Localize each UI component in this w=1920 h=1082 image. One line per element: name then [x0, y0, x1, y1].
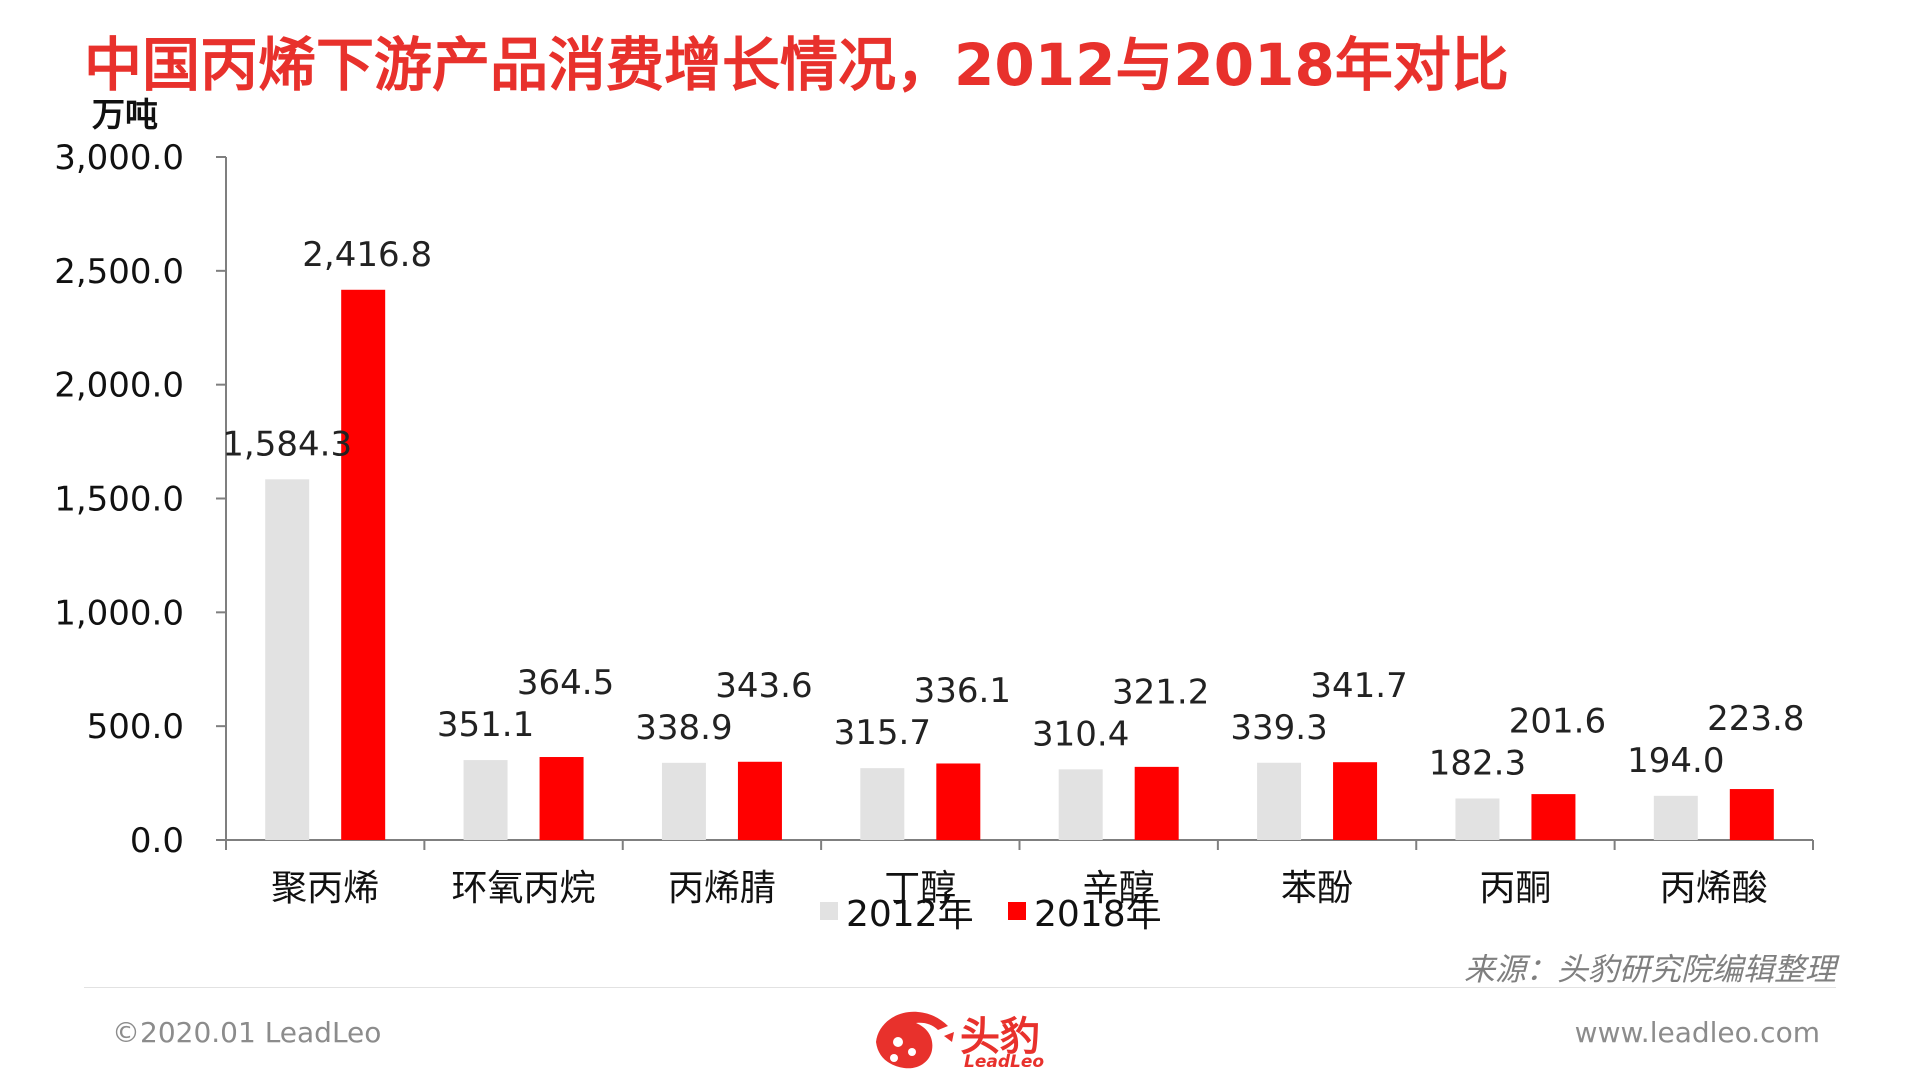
data-label-2018: 2,416.8	[302, 235, 432, 275]
y-tick-label: 2,500.0	[54, 252, 184, 292]
data-label-2018: 223.8	[1707, 699, 1804, 739]
logo-subtitle: LeadLeo	[964, 1052, 1045, 1072]
copyright-text: ©2020.01 LeadLeo	[112, 1016, 382, 1049]
x-category-label: 丙烯酸	[1660, 868, 1768, 909]
data-label-2012: 339.3	[1230, 708, 1327, 748]
data-label-2012: 310.4	[1032, 714, 1129, 754]
bar-chart: 0.0 500.0 1,000.0 1,500.0 2,000.0 2,500.0 3,00…	[54, 138, 1814, 935]
bar-2018	[936, 763, 981, 840]
y-tick-label: 1,500.0	[54, 480, 184, 520]
x-category-label: 聚丙烯	[271, 868, 379, 909]
bar-2012	[1257, 762, 1302, 840]
data-label-2012: 1,584.3	[222, 424, 352, 464]
data-label-2018: 364.5	[517, 663, 614, 703]
legend-swatch-2018	[1008, 902, 1026, 920]
legend-label-2012: 2012年	[846, 894, 974, 935]
data-label-2012: 182.3	[1429, 743, 1526, 783]
footer-divider	[84, 987, 1836, 988]
data-label-2012: 351.1	[437, 705, 534, 745]
data-label-2018: 343.6	[715, 666, 812, 706]
x-category-label: 丙酮	[1479, 868, 1551, 909]
website-link[interactable]: www.leadleo.com	[1574, 1016, 1820, 1049]
bar-2018	[341, 289, 386, 840]
data-label-2018: 321.2	[1112, 672, 1209, 712]
x-category-label: 丙烯腈	[668, 868, 776, 909]
data-label-2012: 338.9	[635, 708, 732, 748]
bar-2012	[1058, 769, 1103, 840]
x-category-label: 辛醇	[1083, 868, 1155, 909]
data-label-2018: 341.7	[1310, 666, 1407, 706]
bar-2012	[265, 479, 310, 840]
bar-2018	[1531, 794, 1576, 840]
x-category-label: 丁醇	[884, 868, 956, 909]
bar-2018	[1729, 789, 1774, 840]
data-label-2018: 336.1	[914, 671, 1011, 711]
y-tick-label: 1,000.0	[54, 593, 184, 633]
bar-2012	[1653, 795, 1698, 840]
y-tick-label: 500.0	[87, 707, 184, 747]
y-tick-label: 0.0	[130, 821, 184, 861]
bar-2018	[1134, 766, 1179, 840]
legend-label-2018: 2018年	[1034, 894, 1162, 935]
y-tick-label: 2,000.0	[54, 366, 184, 406]
data-label-2018: 201.6	[1509, 701, 1606, 741]
bar-2018	[737, 761, 782, 840]
bar-2018	[1333, 762, 1378, 840]
legend-swatch-2012	[820, 902, 838, 920]
data-label-2012: 315.7	[834, 713, 931, 753]
leadleo-logo: 头豹 LeadLeo	[868, 1002, 1058, 1078]
logo-wordmark: 头豹	[960, 1014, 1040, 1060]
x-category-label: 环氧丙烷	[452, 868, 596, 909]
bar-2018	[539, 757, 584, 840]
bar-2012	[860, 768, 905, 840]
y-axis-unit-label: 万吨	[92, 95, 158, 134]
source-note: 来源：头豹研究院编辑整理	[1464, 952, 1836, 988]
bar-2012	[463, 760, 508, 840]
x-category-label: 苯酚	[1281, 868, 1353, 909]
bar-2012	[1455, 798, 1500, 840]
page-title: 中国丙烯下游产品消费增长情况，2012与2018年对比	[84, 31, 1509, 99]
leopard-logo-icon	[876, 1011, 954, 1069]
bar-2012	[661, 762, 706, 840]
y-tick-label: 3,000.0	[54, 138, 184, 178]
data-label-2012: 194.0	[1627, 741, 1724, 781]
